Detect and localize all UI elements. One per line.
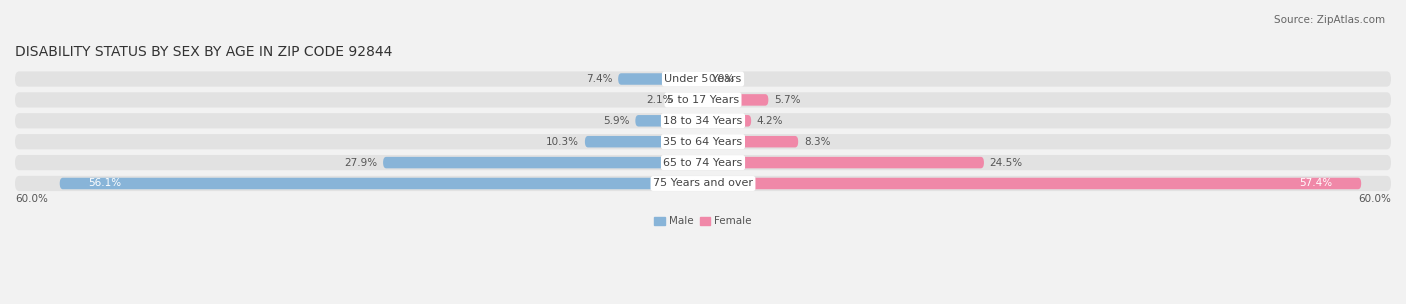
FancyBboxPatch shape [636, 115, 703, 126]
Text: 7.4%: 7.4% [586, 74, 613, 84]
Text: 2.1%: 2.1% [647, 95, 673, 105]
Text: 5.9%: 5.9% [603, 116, 630, 126]
Text: Under 5 Years: Under 5 Years [665, 74, 741, 84]
FancyBboxPatch shape [15, 113, 1391, 128]
FancyBboxPatch shape [679, 94, 703, 106]
Text: 5.7%: 5.7% [775, 95, 800, 105]
Text: 4.2%: 4.2% [756, 116, 783, 126]
Text: 0.0%: 0.0% [709, 74, 735, 84]
FancyBboxPatch shape [703, 178, 1361, 189]
Text: 65 to 74 Years: 65 to 74 Years [664, 157, 742, 168]
Text: 56.1%: 56.1% [89, 178, 121, 188]
Text: 35 to 64 Years: 35 to 64 Years [664, 137, 742, 147]
Legend: Male, Female: Male, Female [650, 212, 756, 230]
FancyBboxPatch shape [703, 157, 984, 168]
FancyBboxPatch shape [703, 115, 751, 126]
FancyBboxPatch shape [59, 178, 703, 189]
Text: 5 to 17 Years: 5 to 17 Years [666, 95, 740, 105]
Text: 18 to 34 Years: 18 to 34 Years [664, 116, 742, 126]
Text: 75 Years and over: 75 Years and over [652, 178, 754, 188]
FancyBboxPatch shape [15, 176, 1391, 191]
FancyBboxPatch shape [703, 94, 768, 106]
Text: 24.5%: 24.5% [990, 157, 1022, 168]
Text: 10.3%: 10.3% [546, 137, 579, 147]
FancyBboxPatch shape [15, 71, 1391, 87]
FancyBboxPatch shape [15, 155, 1391, 170]
Text: 57.4%: 57.4% [1299, 178, 1333, 188]
Text: 27.9%: 27.9% [344, 157, 377, 168]
FancyBboxPatch shape [382, 157, 703, 168]
FancyBboxPatch shape [585, 136, 703, 147]
Text: Source: ZipAtlas.com: Source: ZipAtlas.com [1274, 15, 1385, 25]
Text: 8.3%: 8.3% [804, 137, 831, 147]
Text: DISABILITY STATUS BY SEX BY AGE IN ZIP CODE 92844: DISABILITY STATUS BY SEX BY AGE IN ZIP C… [15, 45, 392, 59]
FancyBboxPatch shape [703, 136, 799, 147]
Text: 60.0%: 60.0% [1358, 194, 1391, 204]
FancyBboxPatch shape [15, 92, 1391, 108]
FancyBboxPatch shape [619, 73, 703, 85]
Text: 60.0%: 60.0% [15, 194, 48, 204]
FancyBboxPatch shape [15, 134, 1391, 149]
